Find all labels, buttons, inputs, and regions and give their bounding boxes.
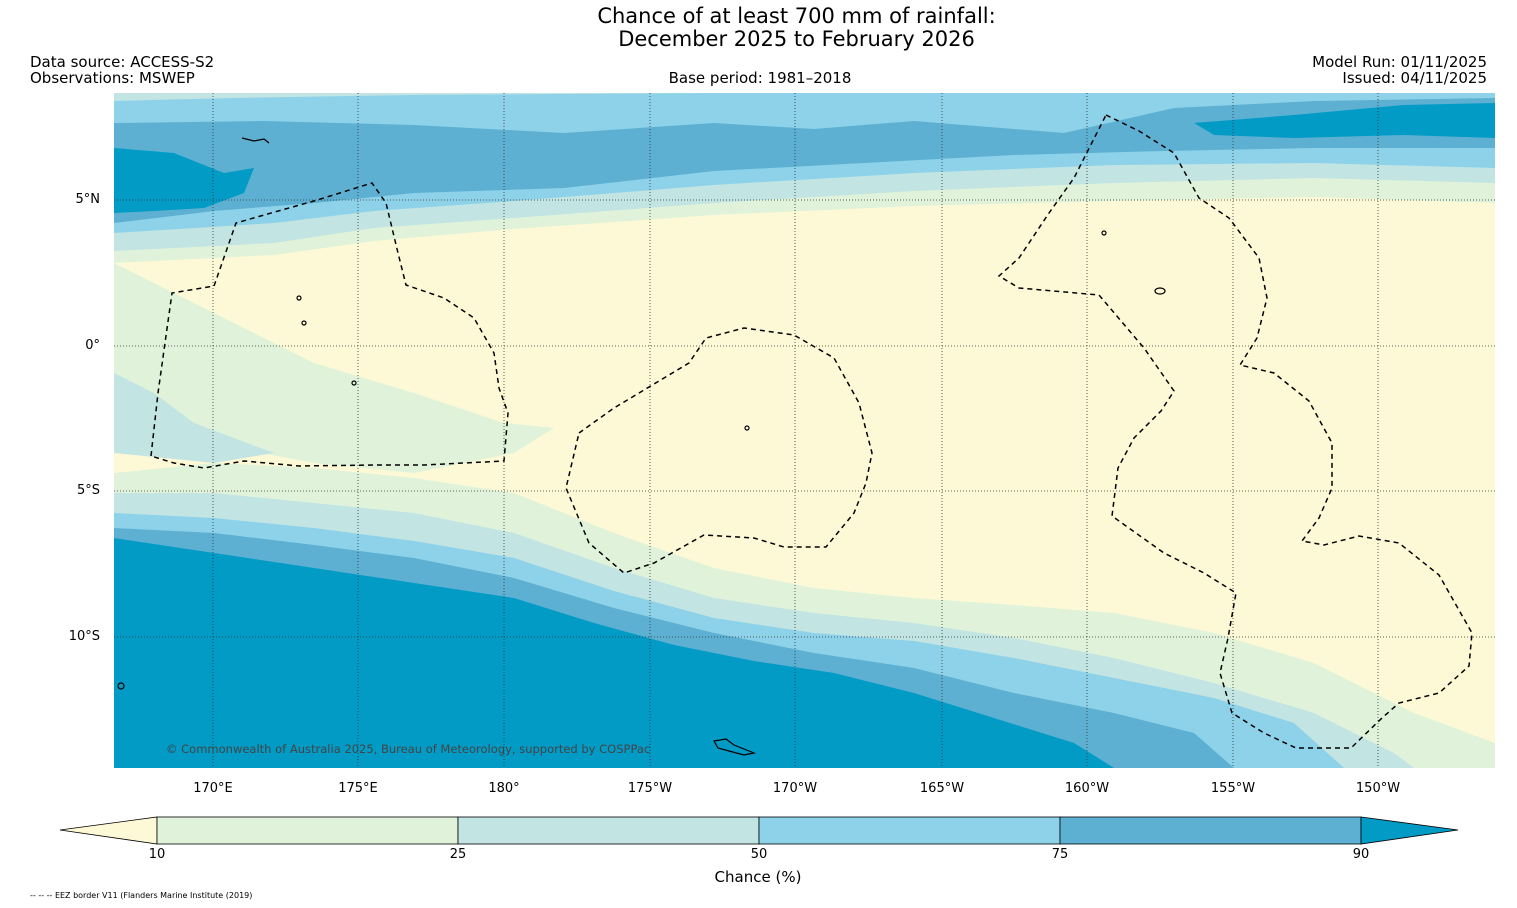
island-outline	[301, 320, 307, 326]
rainfall-probability-map: © Commonwealth of Australia 2025, Bureau…	[114, 93, 1495, 768]
lon-label-150w: 150°W	[1355, 781, 1401, 796]
lat-label-10s: 10°S	[68, 629, 100, 644]
band-north-75-90	[114, 98, 1495, 223]
lon-label-165w: 165°W	[919, 781, 965, 796]
band-north-over-90	[114, 148, 254, 213]
observations: Observations: MSWEP	[30, 69, 195, 87]
copyright-notice: © Commonwealth of Australia 2025, Bureau…	[166, 742, 650, 756]
island-outline	[744, 425, 750, 431]
data-source: Data source: ACCESS-S2	[30, 53, 215, 71]
eez-border-kiribati-gilbert	[150, 182, 509, 469]
lon-label-180: 180°	[488, 781, 520, 796]
colorbar-segment-over-90	[1360, 816, 1459, 845]
island-outline	[296, 295, 302, 301]
lat-label-5n: 5°N	[75, 192, 101, 207]
lon-label-155w: 155°W	[1210, 781, 1256, 796]
colorbar-tick-25: 25	[449, 847, 467, 862]
island-outline	[351, 380, 357, 386]
lon-label-170e: 170°E	[193, 781, 233, 796]
colorbar-tick-10: 10	[148, 847, 166, 862]
island-outline	[117, 682, 125, 690]
colorbar-segment-75-90	[1059, 816, 1362, 845]
island-outline	[241, 137, 270, 144]
band-south-over-90	[114, 538, 1114, 768]
colorbar-tick-50: 50	[750, 847, 768, 862]
colorbar-segment-25-50	[457, 816, 760, 845]
island-outline	[1101, 230, 1107, 236]
colorbar-tick-90: 90	[1352, 847, 1370, 862]
colorbar-tick-75: 75	[1051, 847, 1069, 862]
issued-date: Issued: 04/11/2025	[1342, 69, 1487, 87]
colorbar	[59, 816, 1459, 845]
band-west-10-25	[114, 263, 554, 473]
gridlines	[114, 93, 1495, 768]
chart-title-line1: Chance of at least 700 mm of rainfall:	[597, 4, 996, 28]
footnote-eez: -- -- -- EEZ border V11 (Flanders Marine…	[30, 891, 253, 900]
lon-label-175w: 175°W	[627, 781, 673, 796]
colorbar-segment-under-10	[59, 816, 158, 845]
chart-title-line2: December 2025 to February 2026	[618, 27, 975, 51]
base-period: Base period: 1981–2018	[668, 69, 852, 87]
lon-label-175e: 175°E	[338, 781, 378, 796]
lon-label-160w: 160°W	[1064, 781, 1110, 796]
colorbar-segment-50-75	[758, 816, 1061, 845]
colorbar-label: Chance (%)	[714, 868, 802, 886]
band-north-over-90-east	[1194, 103, 1495, 138]
colorbar-segment-10-25	[156, 816, 459, 845]
lat-label-0: 0°	[85, 338, 100, 353]
island-outline	[1154, 287, 1166, 295]
band-west-25-50	[114, 373, 274, 463]
model-run: Model Run: 01/11/2025	[1312, 53, 1487, 71]
islands	[117, 137, 1166, 756]
lon-label-170w: 170°W	[772, 781, 818, 796]
lat-label-5s: 5°S	[76, 483, 100, 498]
island-samoa	[713, 738, 757, 756]
